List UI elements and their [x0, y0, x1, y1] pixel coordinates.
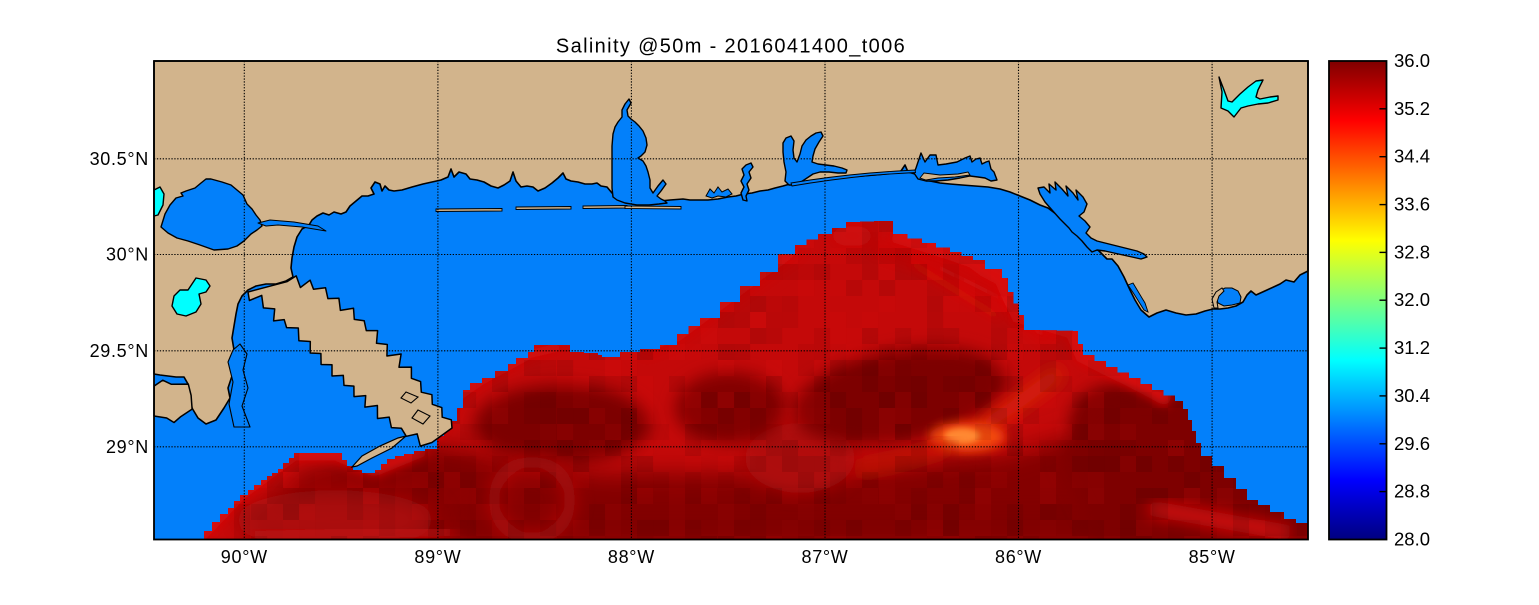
svg-text:Salinity @50m - 2016041400_t00: Salinity @50m - 2016041400_t006: [556, 36, 906, 58]
svg-text:33.6: 33.6: [1394, 194, 1430, 215]
svg-text:89°W: 89°W: [414, 547, 461, 567]
svg-text:88°W: 88°W: [608, 547, 655, 567]
svg-text:28.0: 28.0: [1394, 529, 1430, 550]
svg-text:35.2: 35.2: [1394, 98, 1430, 119]
svg-text:85°W: 85°W: [1189, 547, 1236, 567]
svg-text:29.5°N: 29.5°N: [90, 341, 149, 361]
svg-text:87°W: 87°W: [801, 547, 848, 567]
svg-text:30.4: 30.4: [1394, 385, 1430, 406]
svg-text:36.0: 36.0: [1394, 50, 1430, 71]
svg-text:28.8: 28.8: [1394, 481, 1430, 502]
svg-text:86°W: 86°W: [995, 547, 1042, 567]
svg-text:29°N: 29°N: [106, 437, 149, 457]
svg-text:32.0: 32.0: [1394, 289, 1430, 310]
svg-text:29.6: 29.6: [1394, 433, 1430, 454]
svg-text:30°N: 30°N: [106, 245, 149, 265]
svg-text:32.8: 32.8: [1394, 241, 1430, 262]
svg-text:90°W: 90°W: [221, 547, 268, 567]
svg-text:31.2: 31.2: [1394, 337, 1430, 358]
svg-text:30.5°N: 30.5°N: [90, 149, 149, 169]
svg-text:34.4: 34.4: [1394, 146, 1430, 167]
